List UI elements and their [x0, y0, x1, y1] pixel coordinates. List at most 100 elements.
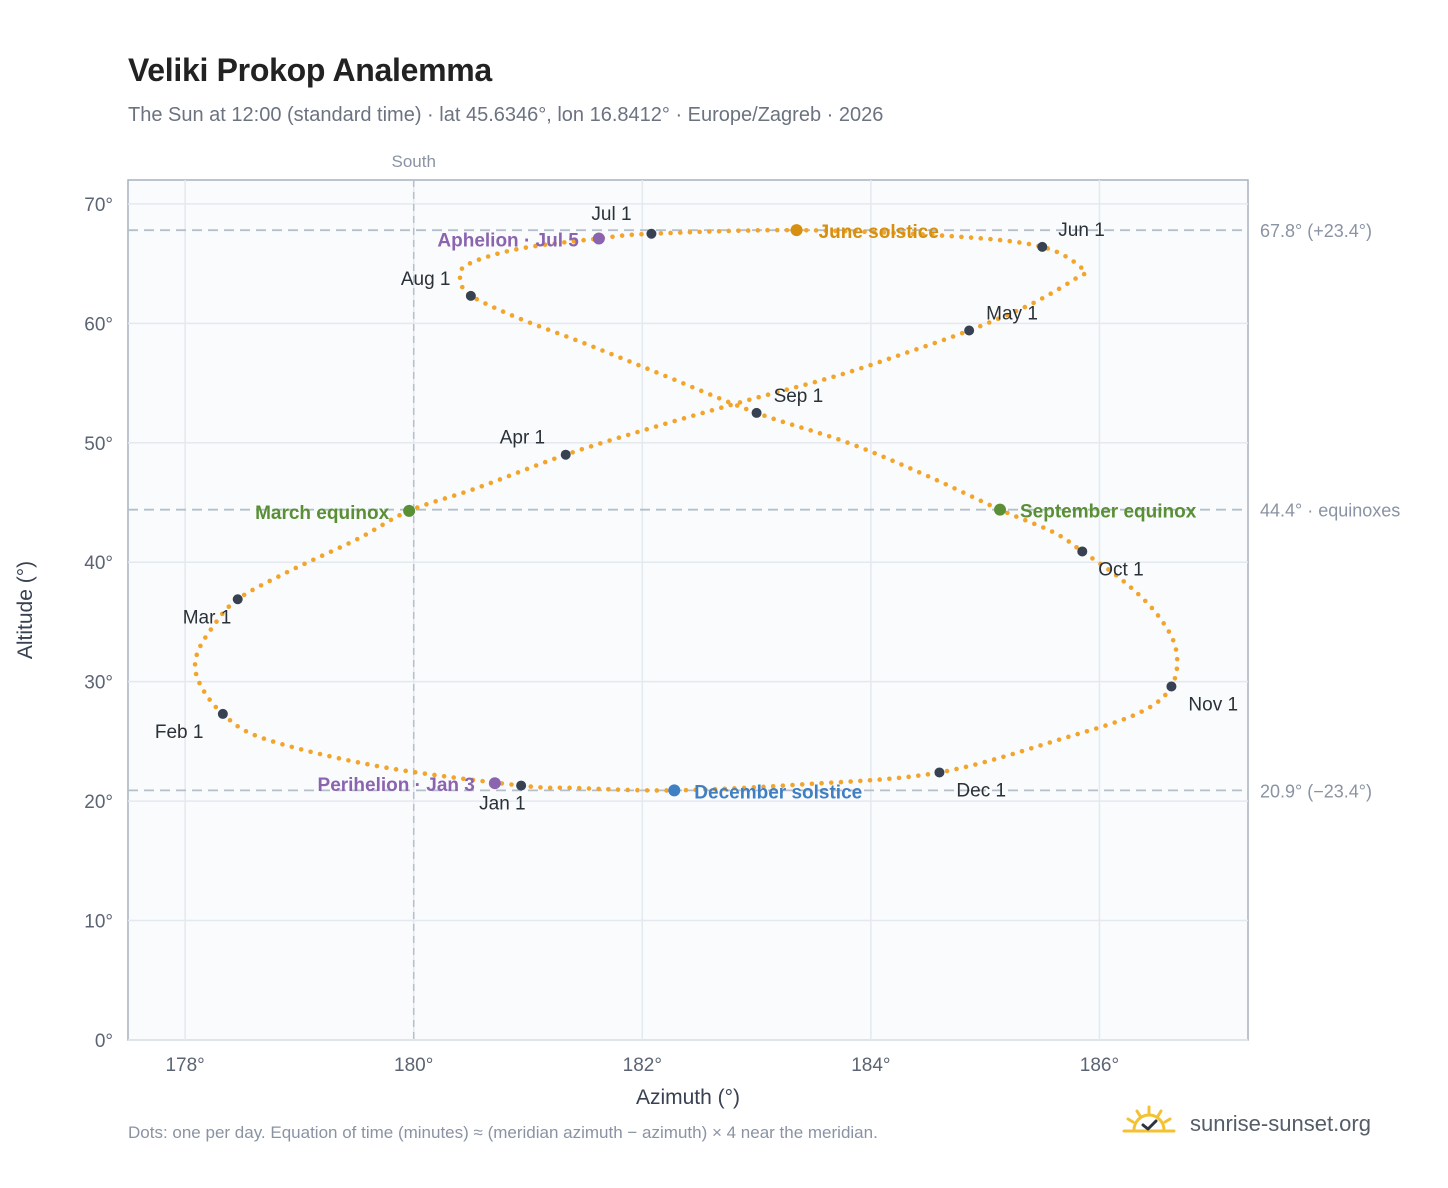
daily-dot — [709, 408, 715, 413]
daily-dot — [812, 379, 818, 385]
daily-dot — [451, 775, 457, 780]
daily-dot — [978, 498, 984, 504]
daily-dot — [1049, 529, 1055, 534]
daily-dot — [961, 490, 966, 495]
daily-dot — [823, 228, 829, 233]
daily-dot — [567, 785, 572, 791]
event-label: Perihelion · Jan 3 — [318, 775, 475, 796]
daily-dot — [1142, 598, 1148, 604]
daily-dot — [863, 447, 868, 452]
daily-dot — [716, 228, 722, 234]
event-marker — [668, 784, 681, 797]
daily-dot — [317, 751, 323, 757]
daily-dot — [1010, 751, 1016, 757]
daily-dot — [261, 736, 267, 741]
daily-dot — [346, 541, 351, 546]
daily-dot — [470, 777, 476, 783]
daily-dot — [804, 227, 809, 233]
daily-dot — [518, 316, 524, 322]
daily-dot — [451, 493, 457, 498]
month-marker — [217, 708, 228, 719]
daily-dot — [201, 689, 207, 694]
daily-dot — [639, 231, 644, 237]
month-label: Mar 1 — [183, 607, 232, 628]
daily-dot — [412, 769, 418, 775]
daily-dot — [308, 749, 313, 755]
daily-dot — [716, 395, 722, 401]
sun-check-icon — [1122, 1105, 1176, 1133]
daily-dot — [973, 762, 978, 767]
daily-dot — [1090, 556, 1095, 561]
daily-dot — [741, 785, 747, 791]
daily-dot — [485, 254, 491, 259]
daily-dot — [664, 788, 669, 793]
daily-dot — [968, 235, 974, 240]
daily-dot — [896, 775, 902, 781]
plot-area — [127, 179, 1249, 1041]
daily-dot — [698, 388, 704, 394]
daily-dot — [952, 486, 957, 491]
daily-dot — [842, 228, 848, 234]
brand-name[interactable]: sunrise-sunset.org — [1190, 1111, 1371, 1136]
month-marker — [646, 228, 657, 239]
daily-dot — [737, 400, 743, 405]
daily-dot — [930, 232, 935, 238]
daily-dot — [693, 787, 698, 793]
daily-dot — [636, 362, 641, 368]
daily-dot — [1039, 296, 1045, 301]
daily-dot — [950, 334, 956, 339]
daily-dot — [1074, 545, 1079, 550]
daily-dot — [258, 583, 264, 588]
daily-dot — [528, 784, 534, 789]
daily-dot — [1121, 716, 1127, 722]
daily-dot — [1098, 561, 1103, 567]
y-tick-label: 60° — [84, 314, 113, 335]
daily-dot — [598, 441, 603, 446]
daily-dot — [663, 421, 668, 427]
daily-dot — [877, 777, 882, 782]
daily-dot — [374, 763, 380, 769]
daily-dot — [790, 782, 795, 788]
daily-dot — [895, 353, 901, 358]
daily-dot — [1078, 265, 1084, 270]
daily-dot — [732, 786, 737, 791]
daily-dot — [252, 732, 258, 738]
daily-dot — [849, 368, 855, 374]
daily-dot — [527, 320, 533, 326]
daily-dot — [765, 227, 770, 233]
daily-dot — [997, 237, 1003, 243]
daily-dot — [1173, 647, 1179, 652]
daily-dot — [859, 365, 864, 371]
daily-dot — [923, 343, 928, 349]
daily-dot — [515, 470, 521, 475]
daily-dot — [1174, 656, 1180, 662]
daily-dot — [586, 786, 592, 791]
daily-dot — [915, 773, 921, 778]
brand[interactable]: sunrise-sunset.org — [1120, 1102, 1371, 1146]
month-marker — [751, 407, 762, 418]
daily-dot — [243, 728, 249, 734]
daily-dot — [813, 228, 819, 233]
daily-dot — [1065, 281, 1070, 287]
daily-dot — [1054, 249, 1060, 255]
daily-dot — [576, 785, 582, 791]
daily-dot — [654, 370, 659, 375]
daily-dot — [780, 419, 786, 425]
event-label: December solstice — [694, 782, 862, 803]
month-label: May 1 — [986, 304, 1038, 325]
daily-dot — [1017, 240, 1022, 245]
daily-dot — [363, 532, 369, 537]
daily-dot — [916, 470, 922, 475]
daily-dot — [523, 245, 529, 250]
daily-dot — [1040, 525, 1046, 530]
daily-dot — [654, 788, 660, 793]
daily-dot — [789, 422, 795, 428]
daily-dot — [226, 604, 232, 609]
daily-dot — [600, 348, 605, 353]
daily-dot — [1056, 286, 1062, 292]
date-markers: Jan 1 Feb 1 Mar 1 Apr 1 May 1 Jun 1 Jul 1 Aug 1… — [155, 204, 1238, 815]
daily-dot — [1147, 704, 1153, 710]
daily-dot — [784, 387, 790, 392]
month-label: Aug 1 — [401, 269, 451, 290]
daily-dot — [718, 405, 724, 410]
